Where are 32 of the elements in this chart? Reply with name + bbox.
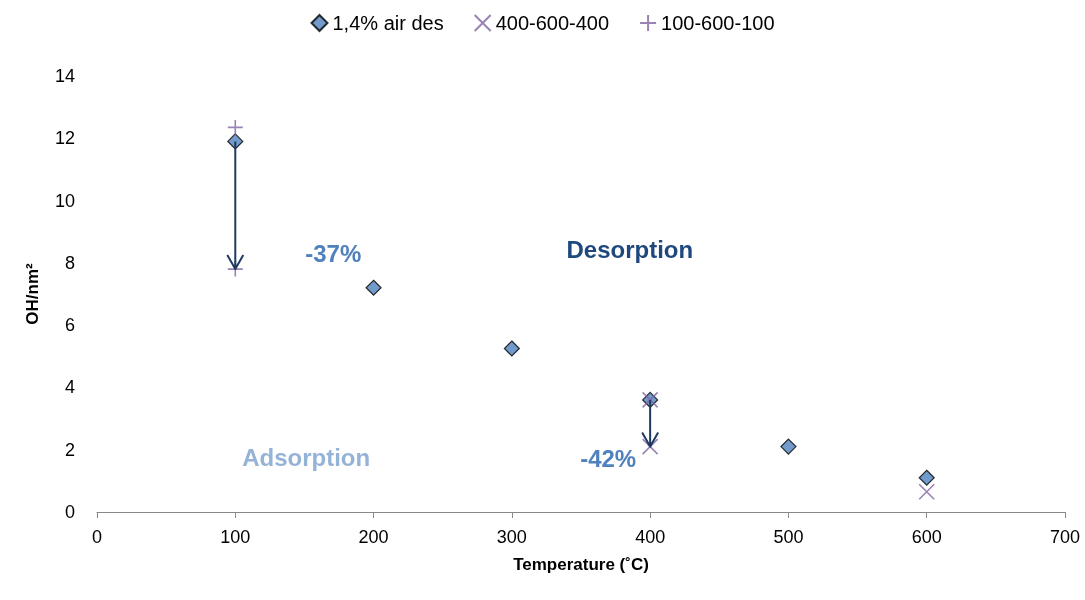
point	[780, 438, 797, 455]
legend-label: 400-600-400	[495, 12, 610, 34]
x-tick-label: 0	[91, 527, 103, 547]
annotation: -42%	[580, 445, 637, 473]
y-tick-label: 0	[64, 502, 75, 522]
y-tick-label: 6	[64, 315, 75, 336]
legend-label: 100-600-100	[661, 12, 775, 34]
legend-label: 1,4% air des	[332, 12, 444, 34]
annotation: -37%	[305, 239, 362, 267]
point	[641, 438, 659, 455]
x-tick-label: 700	[1049, 527, 1081, 547]
x-tick-label: 100	[220, 527, 251, 547]
point	[226, 119, 244, 136]
y-tick-label: 10	[54, 190, 75, 211]
x-tick-label: 200	[358, 527, 389, 547]
point	[918, 483, 936, 501]
point	[918, 469, 935, 486]
y-tick-label: 14	[54, 66, 75, 86]
x-tick-label: 300	[496, 527, 527, 547]
y-tick-label: 2	[64, 439, 75, 460]
y-tick-label: 4	[64, 377, 75, 398]
x-axis-title: Temperature (˚C)	[513, 555, 649, 574]
annotation: Adsorption	[242, 443, 371, 471]
y-tick-label: 12	[54, 128, 75, 149]
annotation: Desorption	[566, 235, 694, 263]
y-axis-title: OH/nm²	[23, 262, 42, 325]
y-tick-label: 8	[64, 252, 75, 273]
point	[365, 279, 382, 296]
point	[503, 340, 520, 357]
x-tick-label: 600	[911, 527, 942, 547]
x-tick-label: 400	[635, 527, 666, 547]
x-tick-label: 500	[773, 527, 804, 547]
